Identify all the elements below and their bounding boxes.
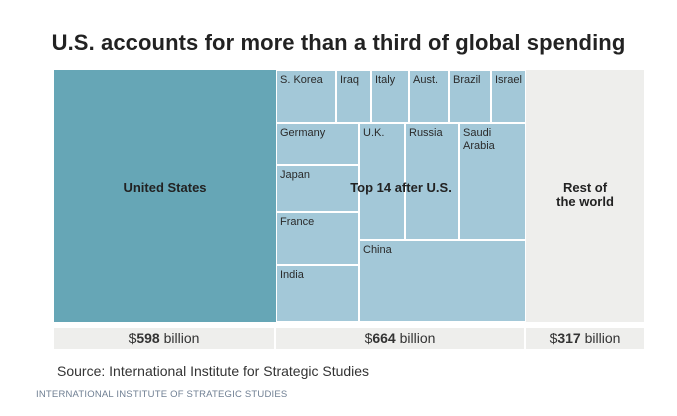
rest-of-world-label-line1: Rest of	[562, 180, 608, 195]
cell-label-brazil: Brazil	[453, 74, 481, 86]
cell-iraq: Iraq	[336, 70, 371, 123]
cell-label-france: France	[280, 216, 315, 228]
total-rest-prefix: $	[549, 330, 558, 346]
totals-row: $598 billion $664 billion $317 billion	[54, 328, 644, 349]
cell-label-italy: Italy	[375, 74, 396, 86]
cell-germany: Germany	[276, 123, 359, 165]
cell-label-japan: Japan	[280, 169, 310, 181]
cell-france: France	[276, 212, 359, 265]
total-rest-suffix: billion	[580, 330, 621, 346]
total-top-14: $664 billion	[276, 328, 524, 349]
total-us-suffix: billion	[159, 330, 200, 346]
cell-japan: Japan	[276, 165, 359, 212]
cell-russia: Russia	[405, 123, 459, 240]
cell-aust: Aust.	[409, 70, 449, 123]
source-note: Source: International Institute for Stra…	[57, 363, 370, 379]
cell-china: China	[359, 240, 526, 322]
cell-israel: Israel	[491, 70, 526, 123]
cell-india: India	[276, 265, 359, 322]
total-us-value: 598	[136, 330, 160, 346]
cell-label-uk: U.K.	[363, 127, 385, 139]
cell-saudi-arabia: Saudi Arabia	[459, 123, 526, 240]
cell-label-india: India	[280, 269, 304, 281]
cell-label-s-korea: S. Korea	[280, 74, 323, 86]
rest-of-world-label: Rest of the world	[526, 181, 644, 209]
treemap-block-united-states: United States	[54, 70, 276, 322]
cell-uk: U.K.	[359, 123, 405, 240]
total-us-prefix: $	[128, 330, 137, 346]
treemap-block-top-14: S. Korea Iraq Italy Aust. Brazil Israel …	[276, 70, 526, 322]
top-14-label: Top 14 after U.S.	[350, 180, 452, 195]
cell-label-saudi-arabia: Saudi Arabia	[463, 127, 495, 153]
cell-label-iraq: Iraq	[340, 74, 359, 86]
united-states-label: United States	[123, 180, 207, 195]
chart-title: U.S. accounts for more than a third of g…	[51, 30, 626, 55]
treemap: United States S. Korea Iraq Italy Aust. …	[54, 70, 644, 322]
total-top14-suffix: billion	[395, 330, 436, 346]
cell-label-germany: Germany	[280, 127, 326, 139]
cell-label-china: China	[363, 244, 392, 256]
total-top14-prefix: $	[364, 330, 373, 346]
cell-s-korea: S. Korea	[276, 70, 336, 123]
treemap-block-rest-of-world: Rest of the world	[526, 70, 644, 322]
total-rest-value: 317	[557, 330, 581, 346]
cell-italy: Italy	[371, 70, 409, 123]
cell-label-russia: Russia	[409, 127, 443, 139]
rest-of-world-label-line2: the world	[556, 194, 614, 209]
image-credit: INTERNATIONAL INSTITUTE OF STRATEGIC STU…	[36, 389, 288, 400]
cell-label-israel: Israel	[495, 74, 522, 86]
total-united-states: $598 billion	[54, 328, 274, 349]
cell-label-saudi-line1: Saudi	[463, 127, 492, 139]
cell-brazil: Brazil	[449, 70, 491, 123]
total-top14-value: 664	[372, 330, 396, 346]
cell-label-aust: Aust.	[413, 74, 439, 86]
cell-label-saudi-line2: Arabia	[463, 140, 495, 152]
total-rest-of-world: $317 billion	[526, 328, 644, 349]
